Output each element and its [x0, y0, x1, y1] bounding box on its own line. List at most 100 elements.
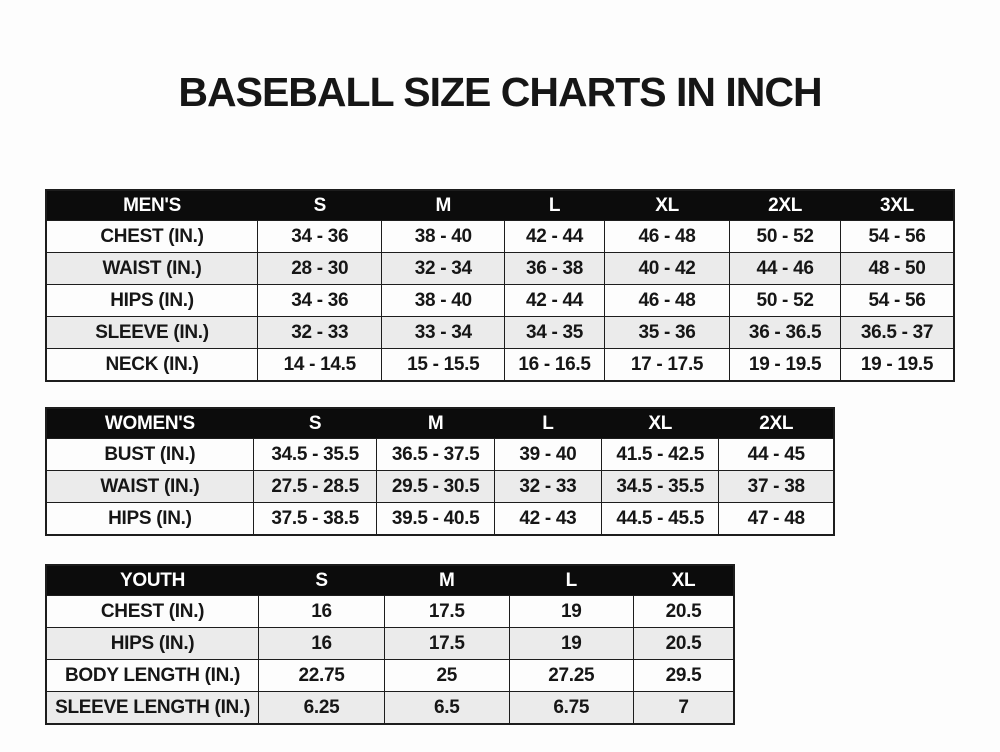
column-header: L — [504, 189, 605, 221]
size-value-cell: 34.5 - 35.5 — [600, 470, 720, 503]
table-row: BUST (IN.) 34.5 - 35.5 36.5 - 37.5 39 - 40 4… — [45, 438, 835, 471]
column-header: M — [381, 189, 506, 221]
header-row: WOMEN'S S M L XL 2XL — [45, 407, 835, 439]
size-value-cell: 37 - 38 — [718, 470, 835, 503]
size-value-cell: 6.5 — [383, 691, 510, 725]
column-header: XL — [603, 189, 731, 221]
size-value-cell: 39 - 40 — [493, 438, 603, 471]
size-value-cell: 7 — [633, 691, 735, 725]
size-value-cell: 17.5 — [383, 595, 510, 628]
size-value-cell: 27.25 — [508, 659, 635, 692]
size-value-cell: 19 - 19.5 — [839, 348, 955, 382]
size-value-cell: 25 — [383, 659, 510, 692]
size-value-cell: 6.25 — [258, 691, 385, 725]
size-value-cell: 42 - 44 — [504, 220, 605, 253]
size-value-cell: 36.5 - 37 — [839, 316, 955, 349]
size-value-cell: 20.5 — [633, 595, 735, 628]
size-value-cell: 19 — [508, 595, 635, 628]
size-value-cell: 28 - 30 — [257, 252, 383, 285]
column-header: 2XL — [729, 189, 841, 221]
size-value-cell: 46 - 48 — [603, 284, 731, 317]
size-value-cell: 15 - 15.5 — [381, 348, 506, 382]
column-header: 3XL — [839, 189, 955, 221]
row-label: HIPS (IN.) — [45, 284, 259, 317]
size-value-cell: 46 - 48 — [603, 220, 731, 253]
size-value-cell: 16 — [258, 627, 385, 660]
table-title-cell: YOUTH — [45, 564, 260, 596]
table-row: HIPS (IN.) 37.5 - 38.5 39.5 - 40.5 42 - 43 4… — [45, 502, 835, 536]
youth-size-table: YOUTH S M L XL CHEST (IN.) 16 17.5 19 20.5 HIPS (I… — [45, 564, 735, 725]
size-value-cell: 44 - 46 — [729, 252, 841, 285]
table-row: SLEEVE LENGTH (IN.) 6.25 6.5 6.75 7 — [45, 691, 735, 725]
size-value-cell: 17 - 17.5 — [603, 348, 731, 382]
size-value-cell: 40 - 42 — [603, 252, 731, 285]
size-value-cell: 32 - 33 — [257, 316, 383, 349]
mens-size-table: MEN'S S M L XL 2XL 3XL CHEST (IN.) 34 - 36 38 - 4… — [45, 189, 955, 382]
row-label: WAIST (IN.) — [45, 252, 259, 285]
size-value-cell: 27.5 - 28.5 — [252, 470, 378, 503]
table-row: CHEST (IN.) 16 17.5 19 20.5 — [45, 595, 735, 628]
column-header: XL — [633, 564, 735, 596]
row-label: HIPS (IN.) — [45, 627, 260, 660]
column-header: S — [257, 189, 383, 221]
header-row: MEN'S S M L XL 2XL 3XL — [45, 189, 955, 221]
size-value-cell: 44 - 45 — [718, 438, 835, 471]
size-value-cell: 32 - 34 — [381, 252, 506, 285]
size-value-cell: 42 - 43 — [493, 502, 603, 536]
column-header: M — [383, 564, 510, 596]
size-value-cell: 16 — [258, 595, 385, 628]
size-tables-container: MEN'S S M L XL 2XL 3XL CHEST (IN.) 34 - 36 38 - 4… — [45, 189, 1000, 725]
size-value-cell: 34 - 36 — [257, 284, 383, 317]
column-header: L — [508, 564, 635, 596]
size-value-cell: 34.5 - 35.5 — [252, 438, 378, 471]
row-label: SLEEVE LENGTH (IN.) — [45, 691, 260, 725]
size-value-cell: 37.5 - 38.5 — [252, 502, 378, 536]
table-row: SLEEVE (IN.) 32 - 33 33 - 34 34 - 35 35 - 36… — [45, 316, 955, 349]
size-value-cell: 20.5 — [633, 627, 735, 660]
size-value-cell: 35 - 36 — [603, 316, 731, 349]
row-label: HIPS (IN.) — [45, 502, 254, 536]
size-value-cell: 54 - 56 — [839, 220, 955, 253]
size-value-cell: 50 - 52 — [729, 220, 841, 253]
size-value-cell: 47 - 48 — [718, 502, 835, 536]
row-label: WAIST (IN.) — [45, 470, 254, 503]
size-value-cell: 19 - 19.5 — [729, 348, 841, 382]
size-value-cell: 38 - 40 — [381, 284, 506, 317]
table-row: CHEST (IN.) 34 - 36 38 - 40 42 - 44 46 - 48 5… — [45, 220, 955, 253]
size-value-cell: 16 - 16.5 — [504, 348, 605, 382]
column-header: 2XL — [718, 407, 835, 439]
column-header: S — [252, 407, 378, 439]
size-value-cell: 54 - 56 — [839, 284, 955, 317]
row-label: CHEST (IN.) — [45, 595, 260, 628]
size-value-cell: 48 - 50 — [839, 252, 955, 285]
size-value-cell: 42 - 44 — [504, 284, 605, 317]
column-header: L — [493, 407, 603, 439]
size-value-cell: 44.5 - 45.5 — [600, 502, 720, 536]
size-value-cell: 32 - 33 — [493, 470, 603, 503]
size-value-cell: 36 - 38 — [504, 252, 605, 285]
row-label: BODY LENGTH (IN.) — [45, 659, 260, 692]
size-value-cell: 29.5 — [633, 659, 735, 692]
size-value-cell: 41.5 - 42.5 — [600, 438, 720, 471]
womens-size-table: WOMEN'S S M L XL 2XL BUST (IN.) 34.5 - 35.5 36.5… — [45, 407, 835, 536]
column-header: XL — [600, 407, 720, 439]
size-value-cell: 36 - 36.5 — [729, 316, 841, 349]
table-row: HIPS (IN.) 16 17.5 19 20.5 — [45, 627, 735, 660]
size-value-cell: 22.75 — [258, 659, 385, 692]
table-title-cell: MEN'S — [45, 189, 259, 221]
row-label: NECK (IN.) — [45, 348, 259, 382]
size-value-cell: 34 - 35 — [504, 316, 605, 349]
size-value-cell: 17.5 — [383, 627, 510, 660]
size-value-cell: 36.5 - 37.5 — [376, 438, 495, 471]
size-value-cell: 50 - 52 — [729, 284, 841, 317]
row-label: CHEST (IN.) — [45, 220, 259, 253]
size-value-cell: 34 - 36 — [257, 220, 383, 253]
row-label: BUST (IN.) — [45, 438, 254, 471]
size-value-cell: 6.75 — [508, 691, 635, 725]
column-header: S — [258, 564, 385, 596]
table-row: WAIST (IN.) 27.5 - 28.5 29.5 - 30.5 32 - 33… — [45, 470, 835, 503]
table-row: HIPS (IN.) 34 - 36 38 - 40 42 - 44 46 - 48 50… — [45, 284, 955, 317]
header-row: YOUTH S M L XL — [45, 564, 735, 596]
page-title: BASEBALL SIZE CHARTS IN INCH — [178, 69, 822, 115]
